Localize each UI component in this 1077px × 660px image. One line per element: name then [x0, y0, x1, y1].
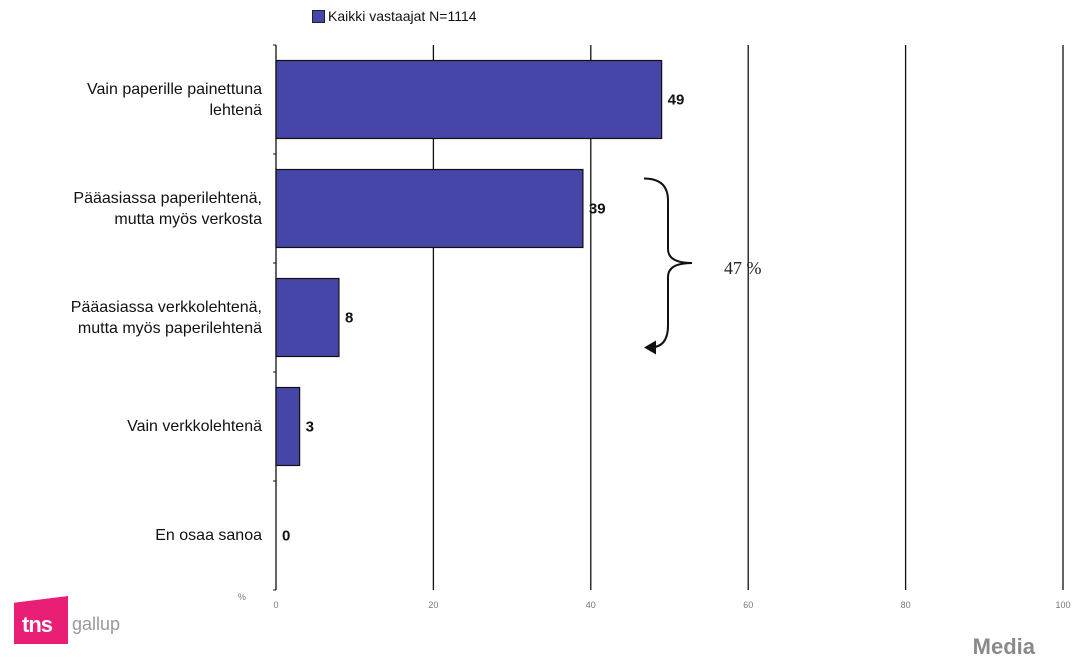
bar: [275, 59, 663, 140]
category-label: Vain verkkolehtenä: [127, 418, 262, 435]
annotation-arrowhead: [644, 340, 656, 355]
bar: [275, 386, 301, 467]
legend: Kaikki vastaajat N=1114: [312, 8, 477, 24]
footer-brand: Media: [972, 634, 1035, 659]
x-tick-label: 0: [273, 600, 278, 610]
category-label: Pääasiassa paperilehtenä, mutta myös ver…: [73, 189, 262, 228]
bar: [275, 168, 584, 249]
x-tick-label: 80: [901, 600, 911, 610]
data-label: 49: [668, 92, 685, 109]
logo-word: gallup: [72, 614, 121, 634]
logo-mark: [14, 596, 68, 644]
x-tick-label: 60: [743, 600, 753, 610]
data-label: 39: [589, 201, 606, 218]
x-tick-label: 40: [586, 600, 596, 610]
category-label: Pääasiassa verkkolehtenä, mutta myös pap…: [70, 298, 262, 337]
x-tick-label: 20: [428, 600, 438, 610]
bracket-annotation-label: 47 %: [724, 258, 762, 278]
category-label: En osaa sanoa: [155, 527, 262, 544]
tns-gallup-logo: tns gallup: [14, 596, 154, 646]
logo-mark-text: tns: [22, 612, 53, 637]
axis-unit-label: %: [238, 592, 247, 602]
legend-label: Kaikki vastaajat N=1114: [328, 8, 477, 24]
data-label: 8: [345, 310, 353, 327]
data-label: 3: [306, 419, 314, 436]
bar: [275, 277, 340, 358]
legend-swatch: [312, 9, 325, 23]
category-label: Vain paperille painettuna lehtenä: [87, 80, 262, 119]
data-label: 0: [282, 528, 290, 545]
annotation-bracket: [643, 177, 693, 349]
x-tick-label: 100: [1055, 600, 1070, 610]
